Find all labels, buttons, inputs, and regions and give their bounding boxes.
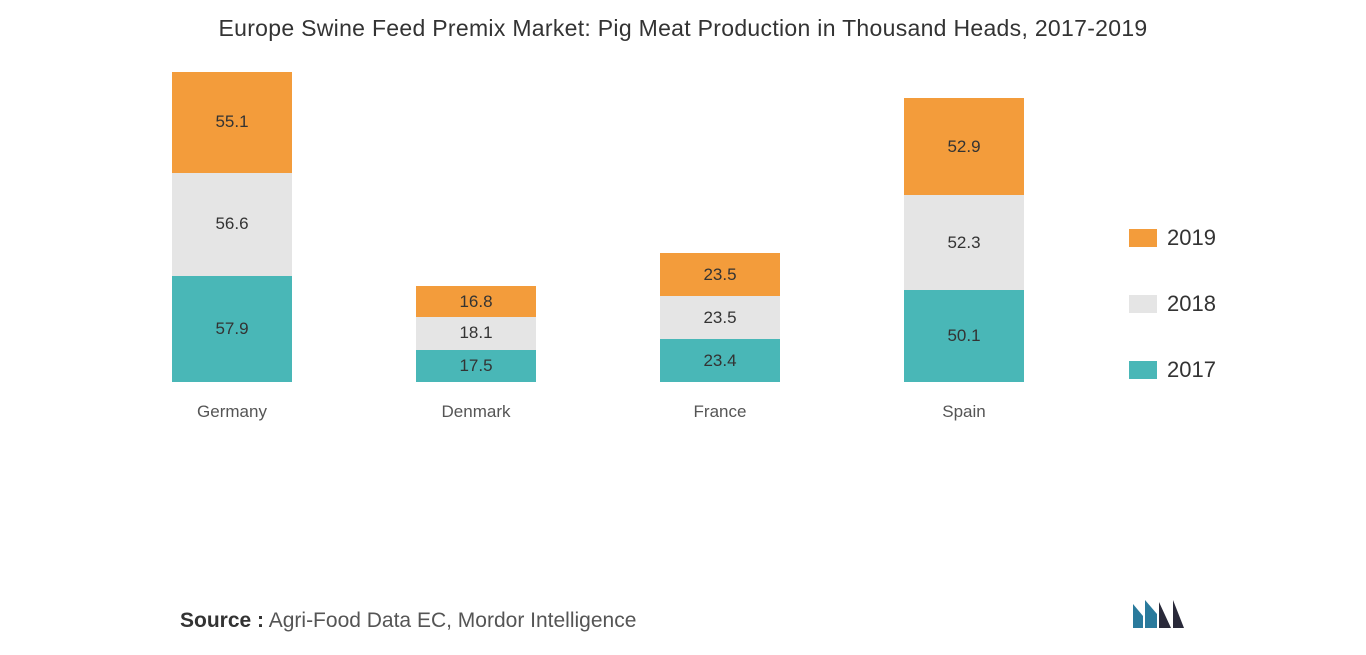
bar-stack: 16.818.117.5 (416, 286, 536, 382)
source-text: Agri-Food Data EC, Mordor Intelligence (269, 609, 637, 632)
bar-segment: 23.5 (660, 253, 780, 296)
chart-title: Europe Swine Feed Premix Market: Pig Mea… (0, 0, 1366, 52)
category-label: France (694, 402, 747, 422)
bar-segment: 50.1 (904, 290, 1024, 382)
chart-area: 55.156.657.9 Germany 16.818.117.5 Denmark 23… (110, 52, 1086, 422)
legend-swatch-icon (1129, 361, 1157, 379)
brand-logo-icon (1131, 598, 1186, 635)
bar-group: 23.523.523.4France (630, 253, 810, 422)
legend: 2019 2018 2017 (1129, 225, 1216, 383)
bar-segment: 18.1 (416, 317, 536, 350)
legend-label: 2018 (1167, 291, 1216, 317)
bar-segment: 17.5 (416, 350, 536, 382)
bar-segment: 55.1 (172, 72, 292, 173)
bar-segment: 52.3 (904, 195, 1024, 291)
legend-swatch-icon (1129, 295, 1157, 313)
category-label: Germany (197, 402, 267, 422)
legend-label: 2017 (1167, 357, 1216, 383)
legend-item: 2017 (1129, 357, 1216, 383)
category-label: Denmark (442, 402, 511, 422)
bar-group: 16.818.117.5 Denmark (386, 286, 566, 422)
source-label: Source : (180, 609, 264, 632)
bar-segment: 23.5 (660, 296, 780, 339)
bar-segment: 16.8 (416, 286, 536, 317)
bar-group: 52.952.350.1 Spain (874, 98, 1054, 422)
bar-segment: 52.9 (904, 98, 1024, 195)
legend-item: 2019 (1129, 225, 1216, 251)
legend-label: 2019 (1167, 225, 1216, 251)
category-label: Spain (942, 402, 985, 422)
legend-item: 2018 (1129, 291, 1216, 317)
bar-segment: 23.4 (660, 339, 780, 382)
legend-swatch-icon (1129, 229, 1157, 247)
bar-segment: 56.6 (172, 173, 292, 276)
bar-stack: 23.523.523.4 (660, 253, 780, 382)
bar-stack: 52.952.350.1 (904, 98, 1024, 382)
source-citation: Source : Agri-Food Data EC, Mordor Intel… (180, 609, 636, 633)
bar-segment: 57.9 (172, 276, 292, 382)
bar-stack: 55.156.657.9 (172, 72, 292, 382)
bar-group: 55.156.657.9 Germany (142, 72, 322, 422)
